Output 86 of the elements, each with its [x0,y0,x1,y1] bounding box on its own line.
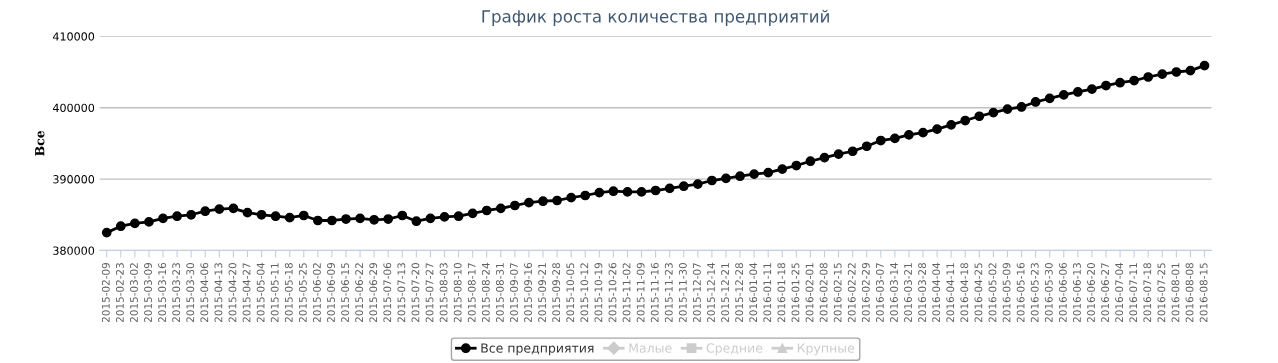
x-tick-label: 2015-04-06 [200,262,209,323]
x-tick-label: 2015-08-03 [439,263,448,323]
x-tick-label: 2015-11-02 [622,263,631,323]
x-tick-label: 2016-05-16 [1016,262,1025,323]
x-tick-label: 2015-10-12 [580,263,589,323]
y-tick-label: 410000 [52,32,95,41]
x-tick-label: 2016-04-25 [974,263,983,323]
x-tick-label: 2015-07-20 [411,262,420,323]
x-tick-label: 2016-08-08 [1185,262,1194,323]
x-tick-label: 2016-03-21 [904,263,912,323]
x-tick-label: 2016-05-02 [988,263,997,323]
x-tick-label: 2015-06-02 [312,263,321,323]
x-tick-label: 2016-08-01 [1171,263,1180,323]
x-tick-label: 2016-04-04 [932,262,941,323]
x-tick-label: 2015-04-27 [242,263,251,323]
x-tick-label: 2015-09-28 [552,262,561,323]
x-tick-label: 2016-02-29 [861,263,870,323]
x-tick-label: 2015-10-19 [594,263,603,323]
x-tick-label: 2016-02-22 [847,263,856,323]
x-tick-label: 2015-06-22 [355,263,364,323]
x-tick-label: 2015-05-04 [256,262,265,323]
x-tick-label: 2015-05-25 [298,263,307,323]
x-tick-label: 2016-02-15 [833,263,842,323]
x-tick-label: 2015-09-07 [510,263,518,323]
x-tick-label: 2015-02-23 [115,263,124,323]
x-tick-label: 2015-08-10 [453,262,462,323]
x-tick-label: 2015-07-27 [425,263,434,323]
x-tick-label: 2016-03-28 [918,262,927,323]
x-tick-label: 2015-06-09 [327,263,335,323]
x-tick-label: 2016-07-11 [1129,263,1138,323]
x-tick-label: 2015-08-24 [481,262,490,323]
x-tick-label: 2016-03-07 [875,263,884,323]
x-tick-label: 2016-03-14 [890,262,898,323]
y-tick-label: 380000 [53,246,95,255]
x-tick-label: 2015-06-29 [369,263,378,323]
x-tick-label: 2015-03-16 [158,262,167,323]
x-tick-label: 2015-03-09 [144,263,152,323]
x-tick-label: 2015-11-16 [650,262,659,323]
x-tick-label: 2016-02-08 [819,262,828,323]
x-tick-label: 2015-07-06 [383,262,392,323]
x-tick-label: 2015-11-09 [636,263,645,323]
x-tick-label: 2016-04-18 [960,262,969,323]
x-tick-label: 2015-03-23 [172,263,181,323]
x-tick-label: 2016-07-25 [1157,263,1166,323]
x-tick-label: 2015-05-11 [270,263,279,323]
chart-title: График роста количества предприятий [482,9,829,26]
x-tick-label: 2016-01-18 [777,262,786,323]
x-tick-label: 2016-04-11 [946,263,955,323]
y-tick-label: 400000 [52,103,95,113]
x-tick-label: 2016-01-25 [791,263,800,323]
x-tick-label: 2016-01-04 [749,262,758,323]
x-tick-label: 2015-03-02 [130,263,138,323]
y-tick-label: 390000 [53,175,95,184]
x-tick-label: 2015-07-13 [397,263,406,323]
x-tick-label: 2016-07-18 [1143,262,1152,323]
x-tick-label: 2015-03-30 [186,262,195,323]
x-tick-label: 2016-05-30 [1044,262,1053,323]
x-tick-label: 2015-08-31 [495,263,504,323]
x-tick-label: 2015-11-23 [664,263,673,323]
x-tick-label: 2015-11-30 [678,262,687,323]
x-tick-label: 2015-10-26 [608,262,617,323]
x-tick-label: 2015-04-20 [228,262,237,323]
legend-label: Все предприятия [481,343,594,356]
x-tick-label: 2015-12-07 [692,263,701,323]
x-tick-label: 2016-08-15 [1199,263,1208,323]
x-tick-label: 2016-06-06 [1058,262,1067,323]
y-axis-title: Все [35,130,45,156]
x-tick-label: 2016-05-09 [1002,263,1011,323]
x-tick-label: 2015-05-18 [284,262,293,323]
x-tick-label: 2015-12-28 [735,262,744,323]
x-tick-label: 2015-12-21 [721,263,730,323]
x-tick-label: 2015-09-16 [524,262,532,323]
x-tick-label: 2016-06-27 [1101,263,1110,323]
x-tick-label: 2015-04-13 [214,263,223,323]
x-tick-label: 2015-12-14 [707,262,715,323]
x-tick-label: 2016-01-11 [763,263,772,323]
x-tick-label: 2016-07-04 [1115,262,1124,323]
x-tick-label: 2016-06-13 [1072,263,1081,323]
x-tick-label: 2015-09-21 [538,263,547,323]
x-tick-label: 2015-10-05 [566,263,575,323]
x-tick-label: 2016-05-23 [1030,263,1039,323]
x-tick-label: 2016-06-20 [1087,262,1095,323]
x-tick-label: 2015-02-09 [101,263,110,323]
x-tick-label: 2016-02-01 [805,263,814,323]
x-tick-label: 2015-08-17 [467,263,476,323]
x-tick-label: 2015-06-15 [341,263,349,323]
